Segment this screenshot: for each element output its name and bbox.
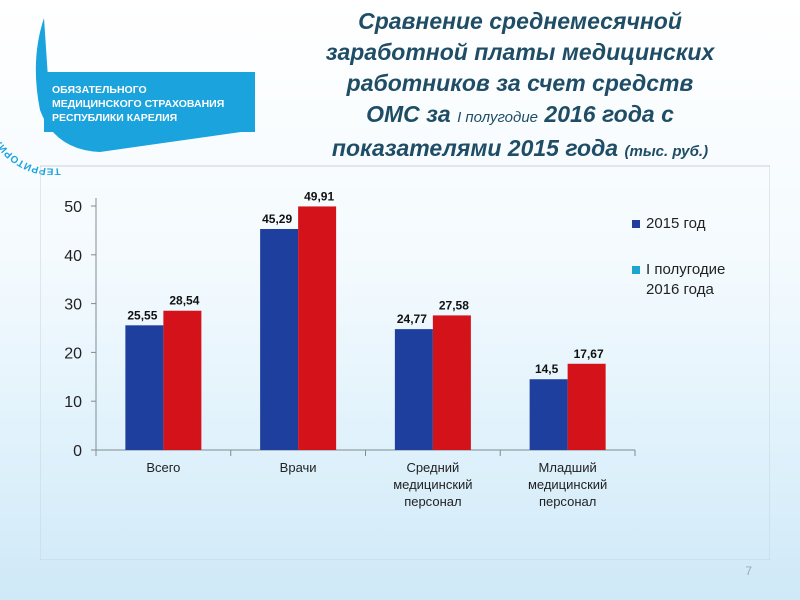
title-half-year: I полугодие xyxy=(457,109,539,126)
category-label: Младший xyxy=(539,460,597,475)
category-label: Всего xyxy=(146,460,180,475)
y-tick-label: 30 xyxy=(64,297,82,314)
title-line-3: работников за счет средств xyxy=(346,70,694,96)
category-label: Средний xyxy=(406,460,459,475)
y-tick-label: 20 xyxy=(64,345,82,362)
bar-2016h1 xyxy=(432,315,471,450)
legend-marker xyxy=(632,220,640,228)
data-label: 45,29 xyxy=(262,212,292,226)
bar-2016h1 xyxy=(567,363,606,450)
data-label: 14,5 xyxy=(535,362,559,376)
data-label: 17,67 xyxy=(574,347,604,361)
bar-2016h1 xyxy=(163,310,202,450)
logo-line-3: РЕСПУБЛИКИ КАРЕЛИЯ xyxy=(52,112,177,124)
y-tick-label: 40 xyxy=(64,248,82,265)
y-tick-label: 0 xyxy=(73,443,82,460)
data-label: 27,58 xyxy=(439,298,469,312)
y-tick-label: 10 xyxy=(64,394,82,411)
category-label: Врачи xyxy=(280,460,317,475)
category-label: медицинский xyxy=(528,477,607,492)
title-line-4: ОМС за I полугодие 2016 года с xyxy=(285,99,755,133)
title-line-4-c: 2016 года с xyxy=(538,101,674,127)
salary-bar-chart: 0 10 20 30 40 50 25,55 28,54 Всего 45,29 49,91 Вра… xyxy=(40,165,770,560)
legend-marker xyxy=(632,266,640,274)
category-label: медицинский xyxy=(393,477,472,492)
bar-2015 xyxy=(125,325,164,450)
bar-2015 xyxy=(260,228,299,450)
category-label: персонал xyxy=(539,494,596,509)
data-label: 28,54 xyxy=(169,294,199,308)
bar-2015 xyxy=(394,329,433,450)
title-line-1: Сравнение среднемесячной xyxy=(358,8,682,34)
bar-2015 xyxy=(529,379,568,450)
title-line-2: заработной платы медицинских xyxy=(325,39,715,65)
tfoms-logo: ТЕРРИТОРИАЛЬНЫЙ ФОНД ОБЯЗАТЕЛЬНОГО МЕДИЦ… xyxy=(0,6,255,175)
title-line-4-a: ОМС за xyxy=(366,101,458,127)
data-label: 25,55 xyxy=(127,308,157,322)
title-unit: (тыс. руб.) xyxy=(624,143,709,160)
logo-line-2: МЕДИЦИНСКОГО СТРАХОВАНИЯ xyxy=(52,98,224,110)
title-line-5: показателями 2015 года (тыс. руб.) xyxy=(285,133,755,167)
slide-number: 7 xyxy=(745,564,752,578)
legend-label: 2015 год xyxy=(646,215,706,232)
title-line-5-a: показателями 2015 года xyxy=(331,135,625,161)
plot-frame xyxy=(40,165,770,560)
church-icon xyxy=(70,6,165,72)
legend-label: 2016 года xyxy=(646,281,714,298)
data-label: 24,77 xyxy=(397,312,427,326)
category-label: персонал xyxy=(404,494,461,509)
slide-title: Сравнение среднемесячной заработной плат… xyxy=(285,6,755,167)
bar-2016h1 xyxy=(298,206,337,450)
logo-line-1: ОБЯЗАТЕЛЬНОГО xyxy=(52,84,147,96)
y-tick-label: 50 xyxy=(64,199,82,216)
legend-label: I полугодие xyxy=(646,261,725,278)
data-label: 49,91 xyxy=(304,189,334,203)
